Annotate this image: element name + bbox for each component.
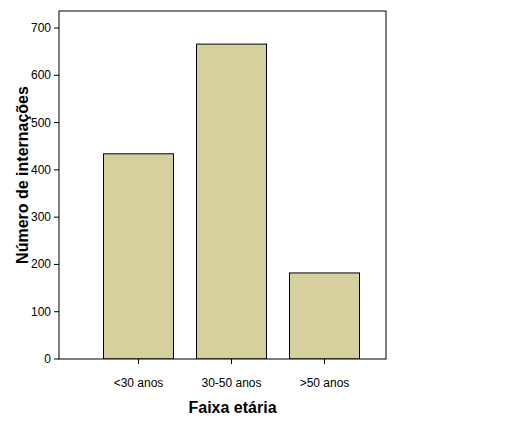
y-tick-label: 500 [31,116,51,130]
y-tick-label: 0 [44,352,51,366]
x-tick [231,359,232,364]
y-tick-label: 600 [31,68,51,82]
y-tick-label: 200 [31,257,51,271]
x-tick [138,359,139,364]
y-tick [54,122,59,123]
y-axis-label: Número de internações [14,86,31,264]
bar [290,273,360,359]
y-tick [54,217,59,218]
y-tick [54,359,59,360]
bar [197,44,267,359]
x-tick [324,359,325,364]
y-tick-label: 400 [31,163,51,177]
x-tick-label: >50 anos [300,376,350,390]
y-tick [54,28,59,29]
y-tick [54,311,59,312]
y-tick [54,169,59,170]
y-tick [54,75,59,76]
y-tick [54,264,59,265]
x-tick-label: <30 anos [114,376,164,390]
bars [104,44,360,359]
y-tick-label: 100 [31,305,51,319]
y-tick-label: 300 [31,210,51,224]
x-axis-label: Faixa etária [188,399,276,416]
bar [104,154,174,359]
plot-frame [59,11,386,359]
x-tick-label: 30-50 anos [201,376,261,390]
y-tick-label: 700 [31,21,51,35]
chart-container: 0 100 200 300 400 500 600 700 <30 anos 30-50 anos… [0,0,514,430]
chart-svg: 0 100 200 300 400 500 600 700 <30 anos 30-50 anos… [0,0,514,430]
